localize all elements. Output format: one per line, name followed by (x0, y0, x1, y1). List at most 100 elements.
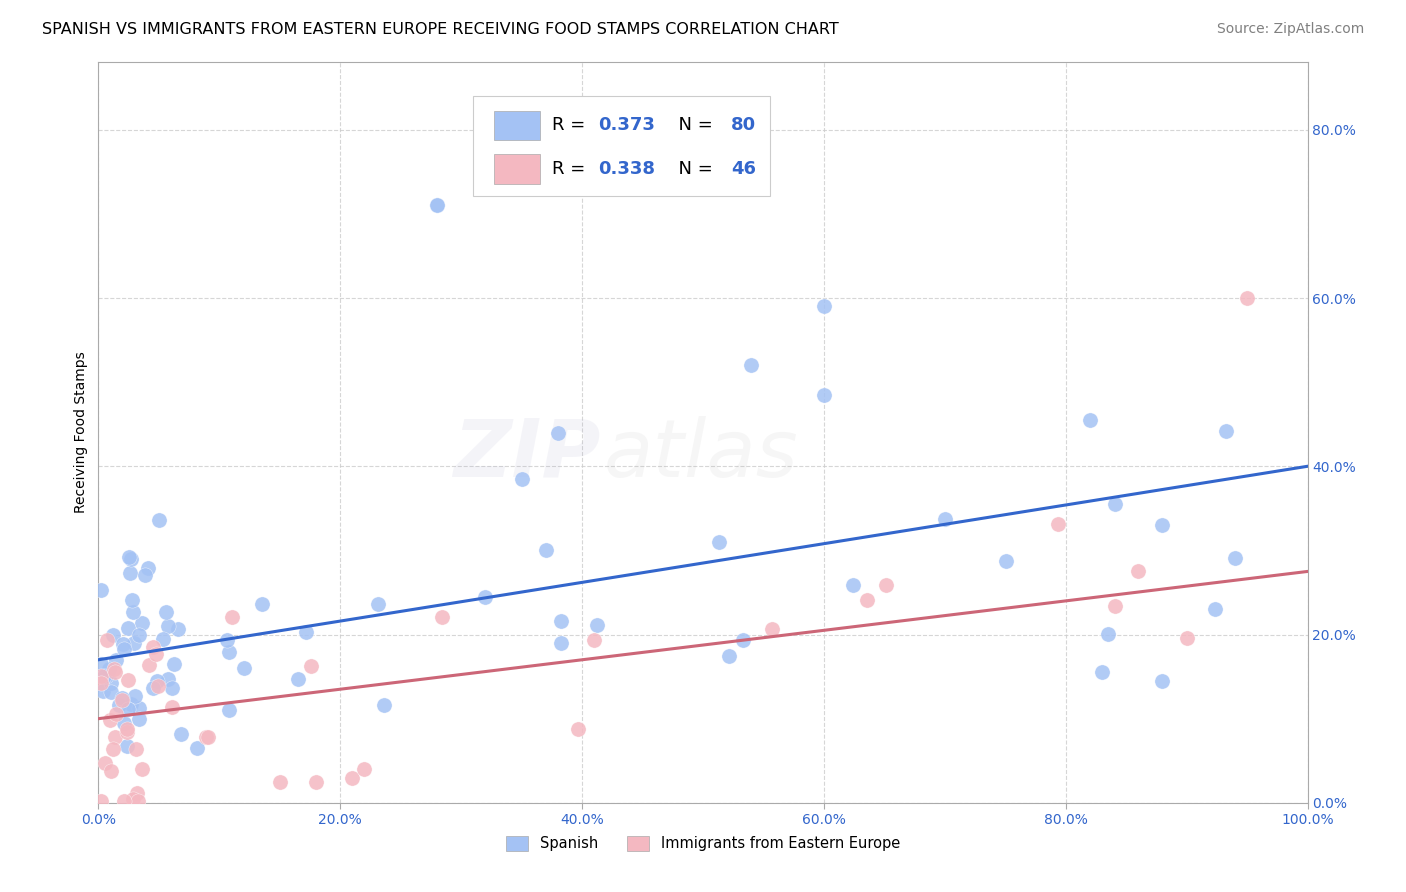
Point (93, 669, 115, 683)
Point (856, 592, 879, 607)
Point (111, 692, 134, 706)
Point (115, 722, 138, 736)
Point (426, 198, 449, 212)
Point (550, 614, 572, 628)
Text: 0.338: 0.338 (598, 160, 655, 178)
Point (112, 715, 135, 730)
Point (138, 658, 160, 673)
Text: 80: 80 (731, 116, 756, 135)
Point (101, 742, 124, 756)
Point (121, 605, 143, 619)
Point (94, 756, 117, 770)
Point (148, 513, 170, 527)
Point (127, 794, 149, 808)
Point (1097, 627, 1119, 641)
Point (195, 731, 218, 745)
Point (100, 675, 122, 690)
Point (534, 543, 557, 558)
Point (142, 640, 165, 655)
Point (709, 534, 731, 549)
Point (128, 701, 150, 715)
Point (367, 597, 389, 611)
Point (131, 615, 153, 630)
Point (90, 583, 112, 598)
Point (163, 657, 186, 671)
Text: atlas: atlas (603, 416, 799, 494)
Point (342, 771, 364, 785)
Point (583, 633, 606, 648)
Point (717, 648, 740, 663)
Point (218, 703, 240, 717)
Point (934, 512, 956, 526)
Point (100, 685, 122, 699)
Point (111, 690, 134, 705)
FancyBboxPatch shape (474, 95, 769, 195)
Point (550, 636, 572, 650)
Point (103, 662, 125, 676)
Point (1078, 413, 1101, 427)
Point (1091, 665, 1114, 680)
Point (186, 740, 208, 755)
Point (118, 550, 141, 565)
Point (1104, 599, 1126, 614)
Legend: Spanish, Immigrants from Eastern Europe: Spanish, Immigrants from Eastern Europe (506, 836, 900, 851)
Point (98, 662, 121, 676)
Point (994, 554, 1017, 568)
Point (305, 774, 328, 789)
Point (1215, 424, 1237, 438)
Point (250, 597, 273, 611)
Point (90, 657, 112, 671)
Point (96, 669, 118, 683)
Point (90, 669, 112, 683)
Point (1128, 565, 1150, 579)
Point (1104, 497, 1126, 511)
Text: 0.373: 0.373 (598, 116, 655, 135)
Point (761, 622, 783, 636)
Point (120, 551, 142, 566)
Point (117, 701, 139, 715)
Point (287, 673, 309, 687)
Text: R =: R = (551, 116, 591, 135)
Point (218, 645, 240, 659)
Point (1152, 673, 1174, 688)
Point (813, 388, 835, 402)
Point (105, 706, 128, 721)
Point (101, 628, 124, 642)
Text: SPANISH VS IMMIGRANTS FROM EASTERN EUROPE RECEIVING FOOD STAMPS CORRELATION CHAR: SPANISH VS IMMIGRANTS FROM EASTERN EUROP… (42, 22, 839, 37)
Point (142, 681, 165, 696)
Point (96, 632, 118, 647)
Point (160, 681, 183, 695)
Text: Source: ZipAtlas.com: Source: ZipAtlas.com (1216, 22, 1364, 37)
Point (90, 676, 112, 690)
Point (112, 642, 135, 657)
Point (91, 683, 114, 698)
Text: R =: R = (551, 160, 591, 178)
Point (567, 722, 589, 736)
Point (138, 561, 160, 575)
Text: ZIP: ZIP (453, 416, 600, 494)
Point (813, 300, 835, 314)
Point (547, 425, 569, 440)
Point (156, 618, 179, 632)
Point (131, 763, 153, 777)
Point (1225, 551, 1247, 566)
Point (117, 739, 139, 753)
Point (197, 730, 219, 744)
Point (740, 359, 762, 373)
Point (128, 712, 150, 726)
Point (90, 794, 112, 808)
Text: 46: 46 (731, 160, 756, 178)
Point (145, 674, 167, 689)
Point (125, 742, 148, 756)
Point (841, 577, 863, 591)
Point (134, 568, 156, 582)
Point (1175, 631, 1198, 645)
Point (160, 700, 183, 714)
Point (510, 472, 533, 486)
Point (875, 578, 897, 592)
Point (105, 653, 128, 667)
Point (124, 690, 146, 704)
Point (122, 636, 145, 650)
Point (373, 698, 395, 713)
Text: N =: N = (666, 116, 718, 135)
